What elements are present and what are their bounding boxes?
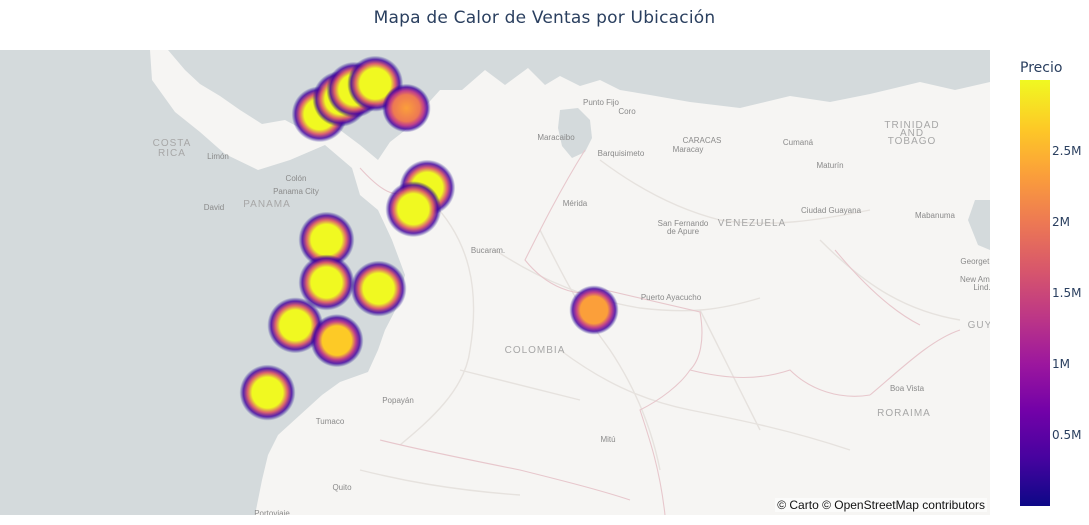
city-label: David xyxy=(204,203,224,212)
map-view[interactable]: COSTARICAPANAMAVENEZUELACOLOMBIAECUADORT… xyxy=(0,50,990,515)
colorbar xyxy=(1020,80,1050,506)
city-label: Panama City xyxy=(273,187,319,196)
city-label: New Am. xyxy=(960,275,990,284)
city-label: Barquisimeto xyxy=(598,149,645,158)
city-label: Boa Vista xyxy=(890,384,925,393)
country-label: TRINIDAD xyxy=(884,120,939,131)
heat-point[interactable] xyxy=(239,364,296,421)
place-labels: COSTARICAPANAMAVENEZUELACOLOMBIAECUADORT… xyxy=(153,98,990,515)
city-label: CARACAS xyxy=(683,136,722,145)
country-label: PANAMA xyxy=(243,199,291,210)
heat-point[interactable] xyxy=(298,211,355,268)
country-label: GUY xyxy=(968,320,990,331)
city-label: Punto Fijo xyxy=(583,98,620,107)
country-label: AND xyxy=(900,128,924,139)
country-label: TOBAGO xyxy=(888,136,937,147)
city-label: Maturín xyxy=(816,161,843,170)
road-network xyxy=(359,159,961,496)
city-label: Portoviaje xyxy=(254,509,290,515)
city-label: Popayán xyxy=(382,396,414,405)
colorbar-gradient xyxy=(1020,80,1050,506)
heat-point[interactable] xyxy=(267,297,324,354)
city-label: Mitú xyxy=(600,435,615,444)
map-canvas[interactable]: COSTARICAPANAMAVENEZUELACOLOMBIAECUADORT… xyxy=(0,50,990,515)
city-label: Ciudad Guayana xyxy=(801,206,862,215)
heat-point[interactable] xyxy=(350,260,407,317)
colorbar-tick: 2M xyxy=(1052,215,1070,229)
city-label: Cumaná xyxy=(783,138,814,147)
city-label: Limón xyxy=(207,152,229,161)
lake-maracaibo xyxy=(558,108,592,158)
map-attribution[interactable]: © Carto © OpenStreetMap contributors xyxy=(775,498,987,512)
city-label: Tumaco xyxy=(316,417,345,426)
colorbar-tick: 1M xyxy=(1052,357,1070,371)
city-label: Mabanuma xyxy=(915,211,956,220)
city-label: Georget. xyxy=(960,257,990,266)
city-label: San Fernando xyxy=(658,219,709,228)
heat-point[interactable] xyxy=(310,314,364,368)
city-label: Puerto Ayacucho xyxy=(641,293,702,302)
country-label: VENEZUELA xyxy=(718,218,786,229)
city-label: Bucaram. xyxy=(471,246,505,255)
heat-point[interactable] xyxy=(298,254,355,311)
heat-point[interactable] xyxy=(385,181,442,238)
heat-point[interactable] xyxy=(382,83,431,133)
pacific-ocean xyxy=(0,50,405,515)
country-label: RICA xyxy=(158,148,186,159)
colorbar-tick: 1.5M xyxy=(1052,286,1082,300)
country-label: RORAIMA xyxy=(877,408,931,419)
country-borders xyxy=(359,149,961,515)
city-label: de Apure xyxy=(667,227,700,236)
colorbar-title: Precio xyxy=(1020,60,1063,76)
city-label: Maracay xyxy=(673,145,704,154)
colorbar-tick: 0.5M xyxy=(1052,428,1082,442)
heat-point[interactable] xyxy=(569,285,619,335)
chart-title: Mapa de Calor de Ventas por Ubicación xyxy=(373,8,716,28)
city-label: Coro xyxy=(618,107,636,116)
city-label: Colón xyxy=(286,174,307,183)
city-label: Maracaibo xyxy=(537,133,575,142)
city-label: Lind. xyxy=(973,283,990,292)
colorbar-tick: 2.5M xyxy=(1052,144,1082,158)
heatmap-layer xyxy=(239,55,619,421)
city-label: Quito xyxy=(332,483,352,492)
country-label: COSTA xyxy=(153,138,192,149)
atlantic-edge xyxy=(968,200,990,250)
country-label: COLOMBIA xyxy=(505,345,566,356)
city-label: Mérida xyxy=(563,199,588,208)
